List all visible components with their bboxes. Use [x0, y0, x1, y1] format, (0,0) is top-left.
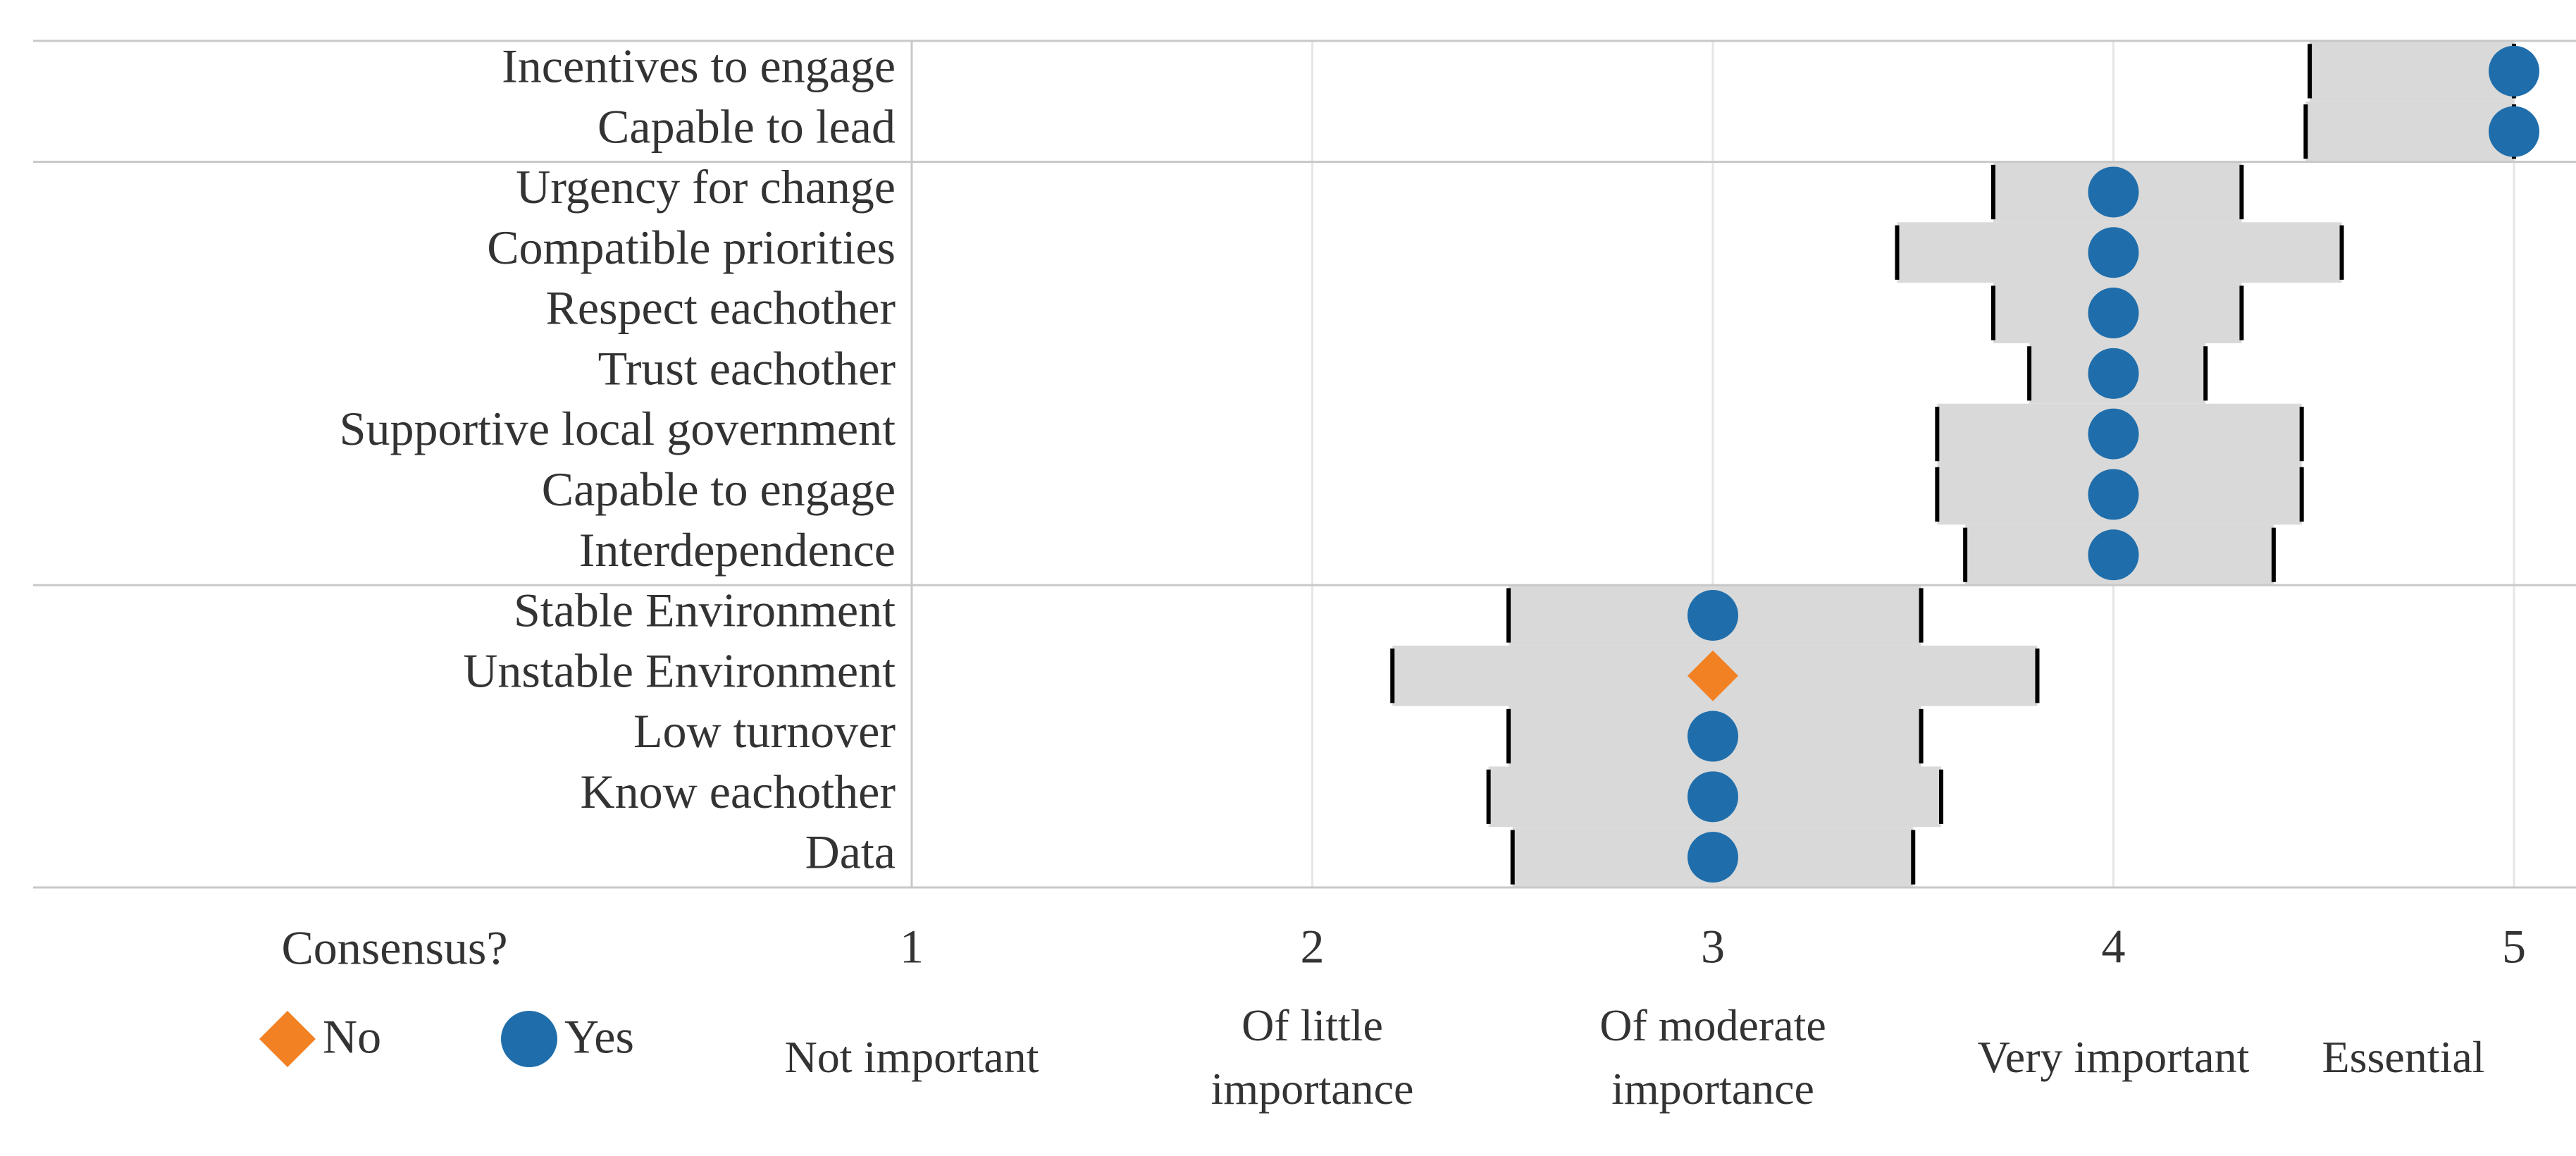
y-tick-label: Compatible priorities	[487, 221, 896, 274]
x-tick-description: Of moderate importance	[1599, 1000, 1826, 1114]
median-dot	[1688, 771, 1738, 823]
median-dot	[2088, 288, 2139, 339]
median-dot	[2088, 348, 2139, 399]
x-tick-description: Not important	[784, 1032, 1039, 1083]
median-dot	[2088, 166, 2139, 218]
median-dot	[1688, 711, 1738, 762]
y-tick-label: Capable to engage	[542, 462, 896, 516]
x-tick-description: Of little importance	[1210, 1000, 1414, 1114]
y-tick-label: Urgency for change	[516, 160, 896, 214]
x-tick-label: 3	[1701, 920, 1725, 973]
y-tick-label: Supportive local government	[340, 402, 896, 455]
x-tick-description: Very important	[1977, 1032, 2250, 1083]
median-dot	[1688, 589, 1738, 641]
y-tick-label: Trust eachother	[598, 341, 896, 395]
y-tick-label: Stable Environment	[514, 584, 896, 637]
x-tick-label: 1	[900, 920, 924, 973]
median-dot	[2489, 106, 2539, 157]
median-dot	[1688, 832, 1738, 883]
median-dot	[2489, 45, 2539, 97]
median-dot	[2088, 227, 2139, 278]
range-bar	[2305, 101, 2514, 162]
x-tick-label: 4	[2102, 920, 2126, 973]
y-tick-label: Capable to lead	[597, 99, 896, 153]
x-tick-label: 2	[1301, 920, 1325, 973]
legend-title: Consensus?	[281, 921, 507, 975]
median-dot	[2088, 529, 2139, 581]
x-tick-description: Essential	[2322, 1032, 2485, 1083]
y-tick-label: Respect eachother	[545, 281, 896, 335]
legend-label: Yes	[564, 1010, 634, 1064]
median-dot	[2088, 408, 2139, 460]
y-tick-label: Interdependence	[579, 523, 896, 577]
median-dot	[2088, 469, 2139, 520]
median-dot	[1688, 650, 1738, 701]
range-bar	[2310, 41, 2514, 102]
x-tick-label: 5	[2502, 920, 2526, 973]
y-tick-label: Incentives to engage	[502, 39, 896, 93]
y-tick-label: Unstable Environment	[463, 644, 896, 697]
legend-marker	[501, 1011, 557, 1067]
legend-marker	[259, 1011, 316, 1067]
y-tick-label: Low turnover	[633, 704, 896, 758]
y-tick-label: Data	[805, 825, 896, 879]
y-tick-label: Know eachother	[581, 765, 896, 818]
legend-label: No	[323, 1010, 381, 1064]
